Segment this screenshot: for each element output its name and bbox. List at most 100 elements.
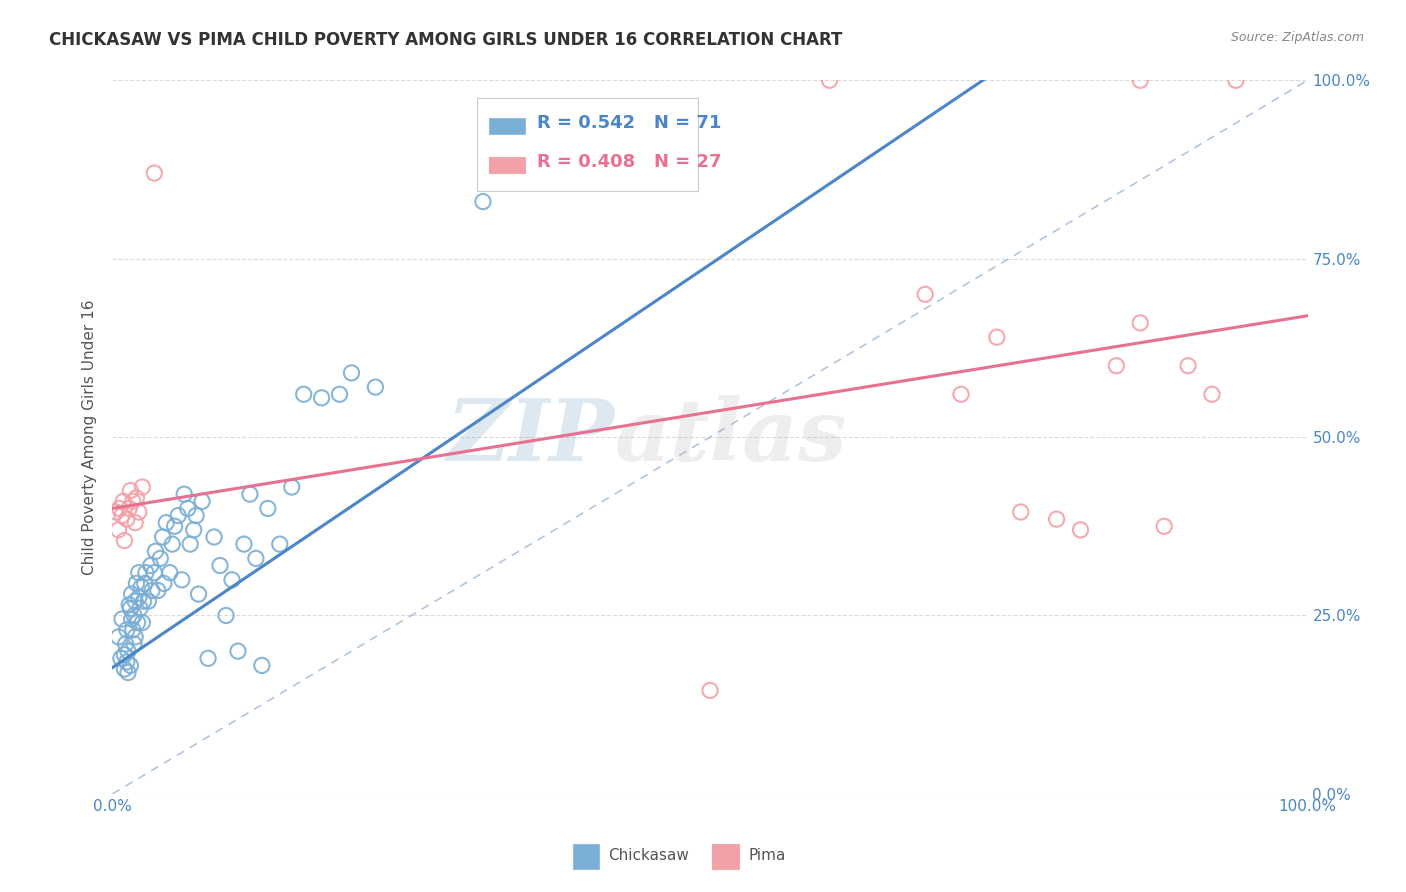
Point [472,194,495,209]
Point [118,598,141,612]
Point [122,608,145,623]
FancyBboxPatch shape [572,844,599,869]
Point [340,366,363,380]
Point [1225,73,1247,87]
Point [114,662,135,676]
Text: ZIP: ZIP [447,395,614,479]
Point [155,516,177,530]
Point [120,483,142,498]
Point [107,630,129,644]
Point [115,655,138,669]
Point [114,637,136,651]
Point [146,583,169,598]
Point [311,391,333,405]
Point [139,558,162,573]
Point [1177,359,1199,373]
Point [167,508,190,523]
Point [122,637,145,651]
FancyBboxPatch shape [477,98,699,191]
Point [818,73,841,87]
Point [128,505,150,519]
Point [163,519,186,533]
Point [233,537,256,551]
Point [159,566,181,580]
Point [107,523,129,537]
Point [128,591,150,605]
Point [239,487,262,501]
Point [1070,523,1092,537]
Point [145,544,167,558]
Point [1153,519,1175,533]
FancyBboxPatch shape [489,157,524,173]
Point [986,330,1008,344]
Point [112,494,135,508]
Point [121,494,143,508]
Point [149,551,172,566]
Point [173,487,195,501]
Point [1010,505,1032,519]
Point [115,623,138,637]
Point [117,665,139,680]
Point [152,530,174,544]
Point [129,601,152,615]
Point [1129,73,1152,87]
Text: atlas: atlas [614,395,846,479]
Point [257,501,280,516]
Point [114,648,135,662]
Point [209,558,232,573]
Point [245,551,267,566]
Point [124,516,146,530]
Point [120,601,142,615]
Point [134,576,156,591]
Point [143,166,166,180]
Text: Source: ZipAtlas.com: Source: ZipAtlas.com [1230,31,1364,45]
Point [125,491,148,505]
Point [191,494,214,508]
Point [292,387,315,401]
Point [114,533,135,548]
Point [215,608,238,623]
Point [121,587,143,601]
Point [108,501,131,516]
Point [121,623,143,637]
Text: Pima: Pima [748,848,786,863]
Point [143,566,166,580]
Point [111,508,134,523]
Point [110,651,132,665]
Point [281,480,304,494]
Point [699,683,721,698]
Text: Chickasaw: Chickasaw [609,848,689,863]
Point [1105,359,1128,373]
Point [132,594,155,608]
Point [105,505,128,519]
Point [115,512,138,526]
Text: R = 0.408   N = 27: R = 0.408 N = 27 [537,153,721,171]
Point [1201,387,1223,401]
Point [111,612,134,626]
Point [186,508,208,523]
Point [121,612,143,626]
Point [177,501,200,516]
FancyBboxPatch shape [489,118,524,134]
Point [1129,316,1152,330]
Point [162,537,183,551]
Point [269,537,291,551]
Point [127,615,149,630]
Point [131,480,153,494]
Point [128,566,150,580]
Point [187,587,209,601]
Text: R = 0.542   N = 71: R = 0.542 N = 71 [537,114,721,132]
FancyBboxPatch shape [713,844,738,869]
Point [124,630,146,644]
Point [364,380,387,394]
Text: CHICKASAW VS PIMA CHILD POVERTY AMONG GIRLS UNDER 16 CORRELATION CHART: CHICKASAW VS PIMA CHILD POVERTY AMONG GI… [49,31,842,49]
Point [179,537,201,551]
Point [118,501,141,516]
Point [914,287,936,301]
Point [135,566,157,580]
Point [221,573,243,587]
Point [183,523,205,537]
Point [329,387,352,401]
Point [1046,512,1069,526]
Y-axis label: Child Poverty Among Girls Under 16: Child Poverty Among Girls Under 16 [82,300,97,574]
